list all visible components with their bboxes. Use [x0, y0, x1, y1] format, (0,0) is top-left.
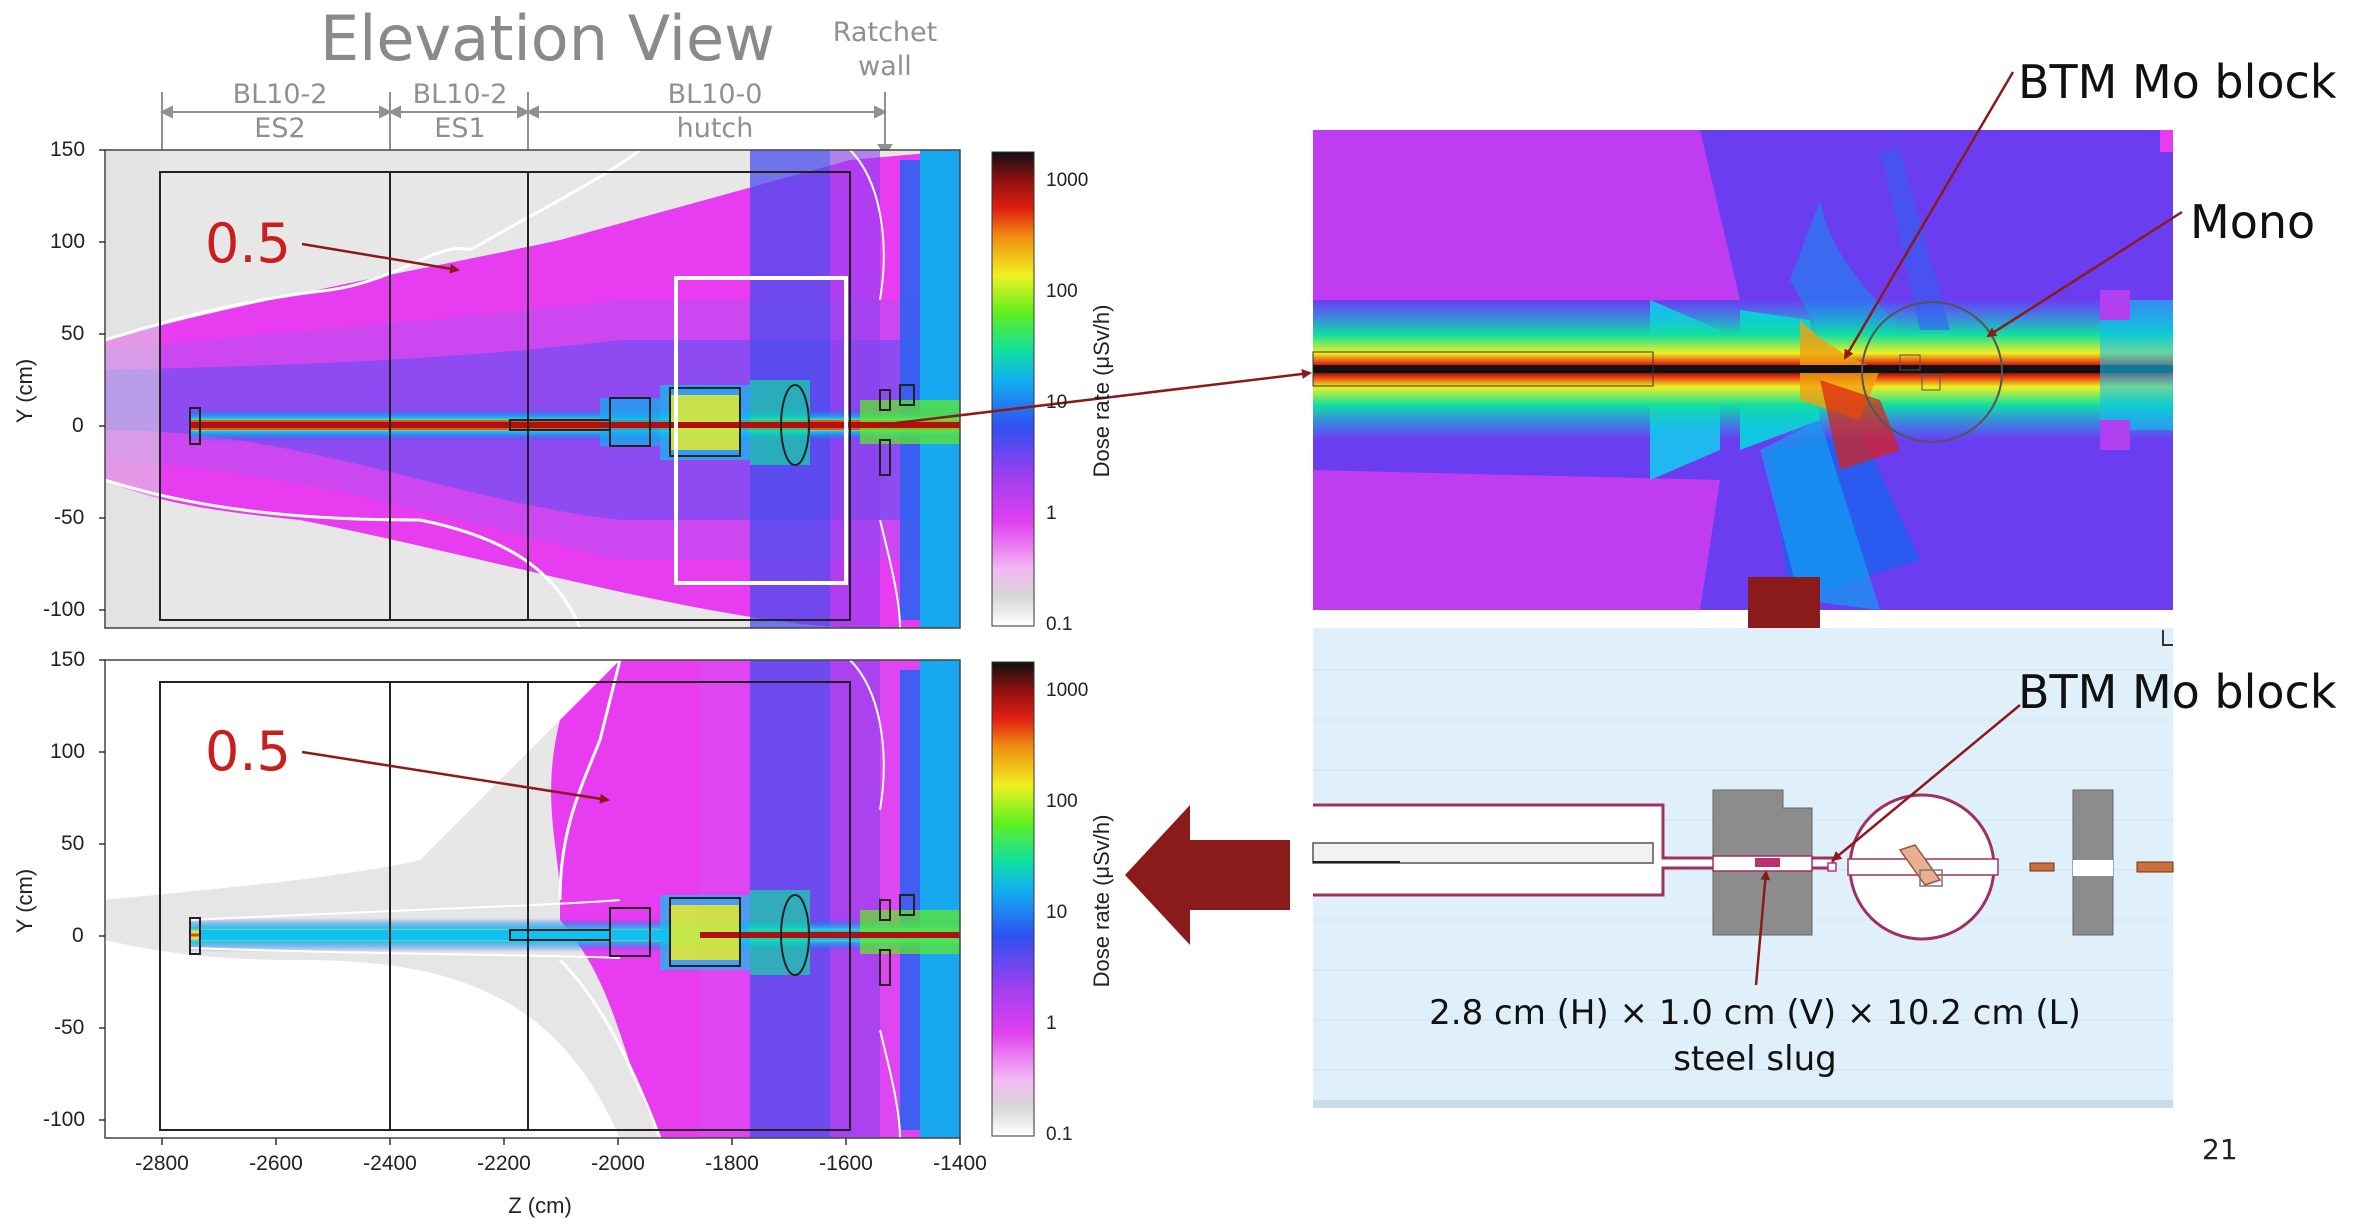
bottom-contour-arrow — [301, 750, 610, 804]
xtick-1600: -1600 — [819, 1152, 873, 1175]
btm-mo-block-label-zoom: BTM Mo block — [2018, 55, 2337, 109]
section-es2-label: BL10-2 ES2 — [215, 78, 345, 146]
top-cbar-tick-1: 1 — [1046, 503, 1057, 524]
top-ytick-100: 100 — [50, 230, 86, 253]
top-cbar-label: Dose rate (μSv/h) — [1089, 304, 1114, 478]
xtick-2200: -2200 — [477, 1152, 531, 1175]
xtick-2800: -2800 — [135, 1152, 189, 1175]
bottom-ytick-150: 150 — [50, 648, 86, 671]
mono-label: Mono — [2190, 195, 2316, 249]
bottom-cbar-tick-1: 1 — [1046, 1013, 1057, 1034]
top-contour-arrow — [301, 242, 460, 274]
section-es1-label: BL10-2 ES1 — [395, 78, 525, 146]
caption-material: steel slug — [1673, 1039, 1837, 1079]
ratchet-line2: wall — [858, 51, 912, 82]
big-left-arrow — [1125, 805, 1290, 945]
btm-mo-block-arrow-geometry — [1831, 704, 2021, 862]
bottom-contour-label: 0.5 — [205, 720, 291, 783]
section-hutch-line2: hutch — [676, 113, 754, 144]
xtick-2400: -2400 — [363, 1152, 417, 1175]
bottom-cbar-tick-01: 0.1 — [1046, 1124, 1073, 1145]
top-cbar-tick-100: 100 — [1046, 281, 1078, 302]
geometry-panel — [1312, 628, 2174, 1108]
top-ytick-neg50: -50 — [54, 506, 85, 529]
top-ytick-0: 0 — [72, 414, 84, 437]
top-ytick-neg100: -100 — [43, 598, 86, 621]
section-es2-line2: ES2 — [254, 113, 306, 144]
section-hutch-label: BL10-0 hutch — [645, 78, 785, 146]
section-hutch-line1: BL10-0 — [667, 79, 763, 110]
xtick-1800: -1800 — [705, 1152, 759, 1175]
xtick-2000: -2000 — [591, 1152, 645, 1175]
zoom-link-arrow — [879, 368, 1312, 427]
ratchet-line1: Ratchet — [832, 17, 938, 48]
mono-arrow — [1986, 210, 2183, 338]
bottom-ytick-neg50: -50 — [54, 1016, 85, 1039]
bottom-ytick-neg100: -100 — [43, 1108, 86, 1131]
xtick-1400: -1400 — [933, 1152, 987, 1175]
top-cbar-tick-10: 10 — [1046, 392, 1068, 413]
zoom-region-box — [674, 276, 848, 585]
bottom-ylabel: Y (cm) — [12, 868, 37, 934]
top-ylabel: Y (cm) — [12, 358, 37, 424]
section-es1-line1: BL10-2 — [412, 79, 508, 110]
bottom-cbar-tick-100: 100 — [1046, 791, 1078, 812]
xtick-2600: -2600 — [249, 1152, 303, 1175]
bottom-ytick-50: 50 — [61, 832, 85, 855]
y-axis-ticks — [99, 149, 105, 1121]
top-contour-label: 0.5 — [205, 212, 291, 275]
top-colorbar — [991, 151, 1035, 627]
zoom-dose-image — [1312, 130, 2173, 610]
bottom-cbar-tick-1000: 1000 — [1046, 680, 1089, 701]
top-cbar-tick-1000: 1000 — [1046, 170, 1089, 191]
bottom-colorbar — [991, 661, 1035, 1137]
bottom-ytick-100: 100 — [50, 740, 86, 763]
btm-mo-block-label-geometry: BTM Mo block — [2018, 665, 2337, 719]
bottom-cbar-label: Dose rate (μSv/h) — [1089, 814, 1114, 988]
page-title: Elevation View — [320, 2, 775, 75]
steel-slug-caption: 2.8 cm (H) × 1.0 cm (V) × 10.2 cm (L) st… — [1405, 990, 2105, 1082]
bottom-dose-map — [104, 659, 961, 1139]
caption-dimensions: 2.8 cm (H) × 1.0 cm (V) × 10.2 cm (L) — [1429, 993, 2081, 1033]
page-number: 21 — [2202, 1133, 2238, 1166]
bottom-ytick-0: 0 — [72, 924, 84, 947]
btm-mo-block-arrow-zoom — [1843, 71, 2015, 360]
steel-slug-arrow — [1754, 870, 1771, 986]
section-es1-line2: ES1 — [434, 113, 486, 144]
top-ytick-150: 150 — [50, 138, 86, 161]
top-ytick-50: 50 — [61, 322, 85, 345]
top-dose-map — [104, 148, 961, 629]
xlabel: Z (cm) — [508, 1193, 572, 1218]
ratchet-wall-label: Ratchet wall — [820, 16, 950, 84]
x-axis-ticks — [161, 1138, 961, 1145]
top-cbar-tick-01: 0.1 — [1046, 614, 1073, 635]
section-es2-line1: BL10-2 — [232, 79, 328, 110]
bottom-cbar-tick-10: 10 — [1046, 902, 1068, 923]
